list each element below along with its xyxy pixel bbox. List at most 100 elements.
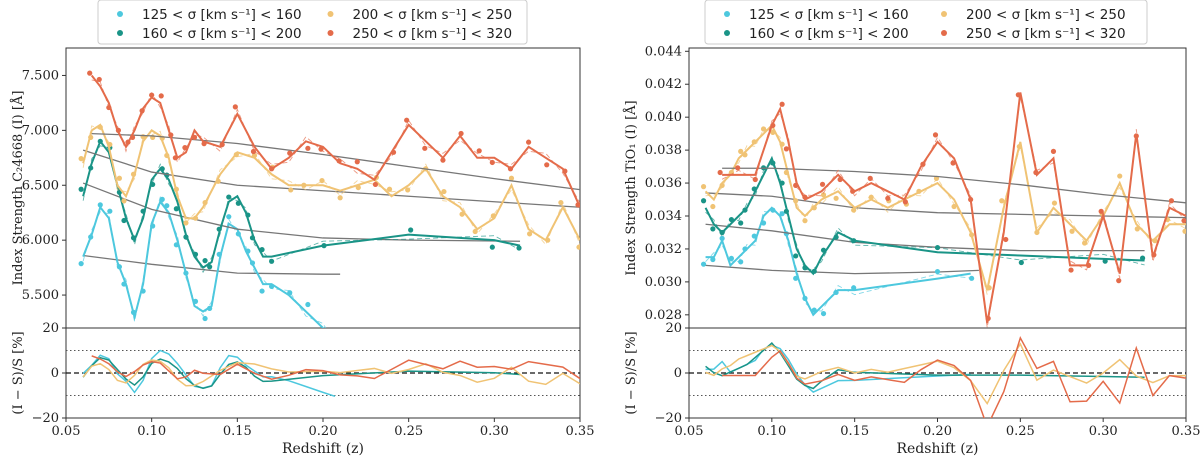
data-point [779, 141, 785, 147]
data-point [526, 139, 532, 145]
series-dashed-line [82, 125, 580, 246]
data-point [354, 159, 360, 165]
data-point [751, 139, 757, 145]
data-point [562, 168, 568, 174]
data-point [1016, 143, 1022, 150]
series-line [722, 92, 1186, 324]
data-point [1139, 255, 1146, 261]
data-point [969, 232, 975, 238]
data-point [107, 141, 113, 148]
data-point [950, 160, 956, 166]
data-point [802, 265, 808, 271]
legend-entry: 250 < σ [km s⁻¹] < 320 [966, 26, 1126, 42]
y-tick-label: 0.034 [645, 209, 682, 224]
data-point [783, 208, 790, 214]
x-tick-label: 0.15 [223, 424, 252, 439]
data-point [130, 171, 137, 177]
data-point [1181, 218, 1186, 224]
series-1 [78, 195, 341, 341]
data-point [251, 152, 258, 159]
legend-entry: 125 < σ [km s⁻¹] < 160 [749, 7, 909, 23]
data-point [125, 139, 131, 145]
legend-entry: 160 < σ [km s⁻¹] < 200 [749, 26, 909, 42]
data-point [700, 198, 707, 204]
smooth-fit-line [91, 132, 580, 191]
series-line [90, 74, 580, 208]
y-tick-label: 0.044 [645, 44, 682, 59]
data-point [751, 233, 757, 239]
data-point [934, 268, 941, 275]
data-point [336, 158, 342, 164]
legend-marker [327, 11, 334, 17]
series-line [704, 155, 1145, 276]
data-point [192, 251, 199, 257]
series-3 [78, 123, 580, 250]
data-point [192, 298, 199, 304]
legend-marker [327, 30, 334, 36]
data-point [811, 268, 817, 274]
residual-plot-area [82, 349, 580, 398]
series-4 [717, 92, 1186, 328]
data-point [738, 148, 744, 154]
data-point [793, 182, 799, 188]
data-point [226, 214, 232, 220]
x-tick-label: 0.15 [840, 424, 869, 439]
residual-tick-label: 0 [674, 366, 682, 381]
legend-entry: 200 < σ [km s⁻¹] < 250 [966, 7, 1126, 23]
smooth-fit-line [82, 182, 521, 242]
data-point [507, 166, 514, 172]
data-point [164, 203, 170, 209]
y-tick-label: 0.036 [645, 176, 682, 191]
data-point [191, 134, 198, 140]
data-point [331, 336, 336, 341]
data-point [441, 188, 447, 195]
legend-marker [117, 11, 123, 17]
x-tick-label: 0.05 [675, 424, 704, 439]
data-point [472, 228, 478, 235]
residual-axis-label: (I − S)/S [%] [11, 331, 26, 414]
data-point [207, 264, 213, 270]
data-point [215, 178, 221, 184]
series-dashed-line [705, 162, 1145, 271]
data-point [851, 238, 857, 244]
data-point [216, 226, 222, 232]
data-point [235, 200, 241, 206]
data-point [710, 226, 716, 232]
data-point [150, 223, 156, 229]
data-point [779, 180, 785, 186]
data-point [130, 309, 137, 315]
x-axis-label: Redshift (z) [896, 441, 978, 457]
y-tick-label: 0.038 [645, 143, 682, 158]
x-tick-label: 0.25 [394, 424, 423, 439]
data-point [88, 234, 94, 240]
data-point [742, 152, 748, 158]
data-point [986, 285, 992, 291]
residual-line [722, 335, 1186, 418]
x-tick-label: 0.30 [480, 424, 509, 439]
series-1 [700, 206, 979, 317]
data-point [558, 199, 564, 206]
data-point [932, 132, 939, 138]
data-point [288, 187, 294, 193]
data-point [404, 117, 410, 123]
data-point [985, 315, 991, 321]
data-point [802, 194, 808, 200]
data-point [87, 70, 93, 76]
y-tick-label: 6.500 [22, 178, 59, 193]
data-point [408, 227, 414, 233]
data-point [783, 146, 790, 152]
residual-tick-label: −20 [655, 411, 682, 426]
data-point [575, 202, 580, 208]
data-point [1182, 228, 1186, 234]
data-point [851, 207, 857, 213]
data-point [121, 217, 127, 224]
main-axes-frame [688, 47, 1187, 329]
data-point [1151, 252, 1157, 258]
data-point [1051, 200, 1058, 206]
data-point [182, 145, 188, 151]
data-point [738, 259, 744, 265]
data-point [1050, 148, 1057, 154]
data-point [88, 134, 94, 140]
data-point [951, 203, 957, 210]
data-point [1033, 169, 1039, 176]
